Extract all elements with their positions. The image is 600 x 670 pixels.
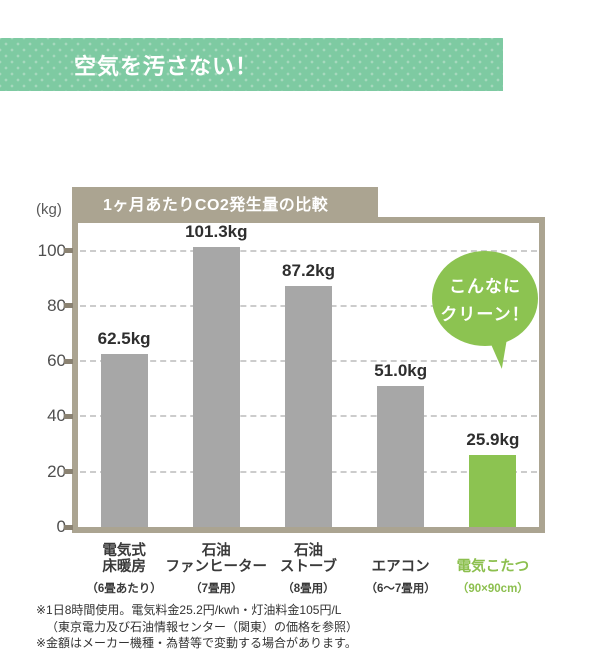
y-tick-label-40: 40 xyxy=(47,406,66,426)
footnote-line: ※金額はメーカー機種・為替等で変動する場合があります。 xyxy=(36,636,357,650)
category-sublabel: （6畳あたり） xyxy=(86,583,162,595)
chart-title-box: 1ヶ月あたりCO2発生量の比較 xyxy=(72,187,378,218)
bar-value-label: 101.3kg xyxy=(185,222,248,242)
category-label: 石油 ストーブ xyxy=(279,543,338,575)
x-axis-labels: 電気式 床暖房 （6畳あたり） 石油 ファンヒーター （7畳用） 石油 ストーブ （8畳用） エア… xyxy=(78,541,539,596)
category-label: 石油 ファンヒーター xyxy=(165,543,268,575)
category-label: 電気こたつ xyxy=(456,559,530,575)
x-label-エアコン: エアコン （6～7畳用） xyxy=(355,541,447,596)
bar-石油ストーブ xyxy=(285,286,332,527)
footnote-line: ※1日8時間使用。電気料金25.2円/kwh・灯油料金105円/L xyxy=(36,603,342,617)
category-sublabel: （90×90cm） xyxy=(456,583,529,595)
category-label: エアコン xyxy=(371,559,430,575)
bar-電気式床暖房 xyxy=(100,354,148,527)
plot-area: こんなに クリーン！ 62.5kg 101.3kg 87.2kg 51.0kg 25.9… xyxy=(78,222,539,527)
y-tick-mark-0 xyxy=(64,524,73,530)
category-label: 電気式 床暖房 xyxy=(102,543,146,575)
bubble-text-line1: こんなに xyxy=(449,277,521,296)
y-tick-label-0: 0 xyxy=(56,517,66,536)
category-sublabel: （6～7畳用） xyxy=(365,583,436,595)
x-label-石油ストーブ: 石油 ストーブ （8畳用） xyxy=(262,541,354,596)
y-tick-label-100: 100 xyxy=(37,240,66,260)
clean-speech-bubble: こんなに クリーン！ xyxy=(432,251,538,346)
x-label-電気こたつ: 電気こたつ （90×90cm） xyxy=(447,541,539,596)
bar-value-label: 62.5kg xyxy=(97,329,151,349)
chart-title: 1ヶ月あたりCO2発生量の比較 xyxy=(103,196,329,214)
page-title: 空気を汚さない！ xyxy=(74,53,259,79)
y-axis-unit-label: (kg) xyxy=(36,201,62,218)
y-tick-label-80: 80 xyxy=(47,295,66,315)
x-label-電気式床暖房: 電気式 床暖房 （6畳あたり） xyxy=(78,541,170,596)
gridline-100 xyxy=(80,249,537,252)
bar-value-label: 51.0kg xyxy=(374,361,428,381)
y-tick-label-20: 20 xyxy=(47,461,66,481)
footnotes: ※1日8時間使用。電気料金25.2円/kwh・灯油料金105円/L （東京電力及び… xyxy=(36,602,358,652)
x-label-石油ファンヒーター: 石油 ファンヒーター （7畳用） xyxy=(165,541,268,596)
header-banner: 空気を汚さない！ xyxy=(0,38,503,91)
bar-エアコン xyxy=(377,386,425,527)
bar-電気こたつ xyxy=(469,455,517,527)
bar-value-label: 87.2kg xyxy=(282,261,335,281)
y-tick-label-60: 60 xyxy=(47,351,66,371)
y-tick-mark-60 xyxy=(64,358,73,364)
y-tick-mark-100 xyxy=(64,248,73,254)
category-sublabel: （8畳用） xyxy=(282,583,335,595)
bubble-text-line2: クリーン！ xyxy=(440,305,530,324)
footnote-line: （東京電力及び石油情報センター（関東）の価格を参照） xyxy=(46,619,359,634)
bar-value-label: 25.9kg xyxy=(466,430,520,450)
y-tick-mark-40 xyxy=(64,413,73,419)
bar-石油ファンヒーター xyxy=(192,247,240,527)
category-sublabel: （7畳用） xyxy=(190,583,243,595)
y-tick-mark-80 xyxy=(64,303,73,309)
y-tick-mark-20 xyxy=(64,469,73,475)
